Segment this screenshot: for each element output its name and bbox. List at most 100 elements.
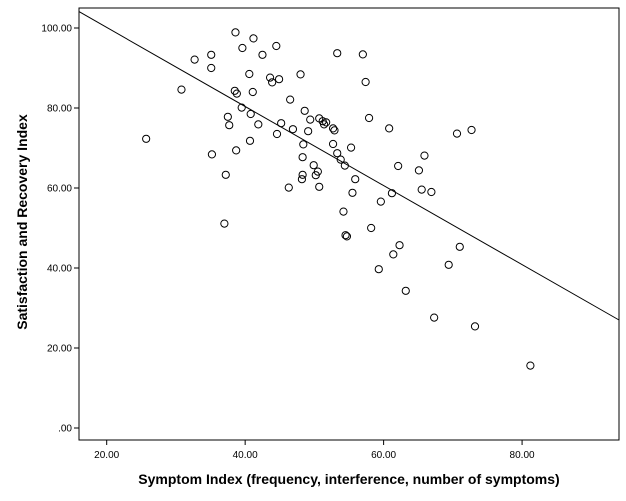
data-point — [207, 50, 216, 59]
data-point — [231, 28, 240, 37]
data-point — [328, 139, 338, 149]
y-axis-title: Satisfaction and Recovery Index — [14, 114, 30, 330]
data-point — [322, 118, 331, 127]
data-point — [361, 77, 370, 87]
data-point — [330, 126, 339, 135]
data-point — [220, 219, 229, 228]
y-tick-label: 40.00 — [47, 264, 72, 275]
data-point — [387, 189, 397, 198]
data-point — [385, 124, 394, 133]
data-point — [374, 265, 383, 274]
data-point — [401, 286, 410, 295]
data-point — [309, 161, 318, 170]
data-point — [526, 361, 535, 370]
x-axis-title: Symptom Index (frequency, interference, … — [138, 471, 559, 487]
data-point — [299, 140, 308, 149]
data-point — [395, 241, 404, 250]
data-point — [304, 127, 313, 136]
data-point — [230, 86, 239, 95]
data-point — [367, 223, 376, 233]
data-point — [341, 231, 350, 240]
data-point — [342, 232, 352, 241]
data-point — [333, 149, 342, 158]
data-point — [190, 55, 199, 64]
data-point — [223, 112, 232, 121]
data-point — [313, 167, 322, 176]
data-point — [340, 161, 349, 170]
data-point — [417, 185, 426, 194]
data-points — [142, 28, 535, 370]
data-point — [272, 41, 281, 51]
data-point — [272, 129, 282, 139]
data-point — [142, 134, 151, 143]
data-point — [306, 115, 315, 124]
fit-line-group — [78, 11, 620, 321]
data-point — [265, 73, 275, 82]
data-point — [248, 87, 257, 97]
y-tick-label: 100.00 — [41, 24, 72, 35]
data-point — [245, 69, 254, 79]
data-point — [389, 250, 398, 259]
data-point — [268, 78, 277, 87]
data-point — [339, 207, 348, 216]
data-point — [297, 175, 307, 184]
data-point — [452, 129, 462, 138]
data-point — [300, 106, 309, 115]
data-point — [315, 182, 324, 191]
data-point — [444, 260, 453, 269]
data-point — [221, 170, 230, 179]
data-point — [470, 322, 480, 331]
data-point — [245, 136, 255, 145]
data-point — [455, 242, 464, 251]
data-point — [237, 103, 246, 112]
data-point — [296, 70, 305, 79]
data-point — [319, 120, 329, 129]
data-point — [207, 150, 217, 159]
data-point — [336, 155, 345, 164]
data-point — [298, 153, 307, 162]
x-tick-label: 60.00 — [371, 450, 396, 461]
data-point — [348, 188, 357, 197]
x-axis-ticks: 20.00 40.00 60.00 80.00 — [94, 440, 535, 461]
data-point — [274, 75, 284, 84]
fit-line — [78, 11, 620, 321]
data-point — [467, 125, 476, 135]
data-point — [284, 183, 293, 192]
y-tick-label: 60.00 — [47, 184, 72, 195]
data-point — [232, 89, 241, 98]
data-point — [414, 166, 424, 175]
data-point — [358, 50, 367, 59]
data-point — [232, 146, 241, 155]
data-point — [333, 49, 342, 58]
data-point — [246, 109, 255, 119]
data-point — [427, 187, 436, 197]
data-point — [207, 63, 216, 73]
data-point — [177, 85, 186, 94]
data-point — [376, 197, 385, 206]
data-point — [328, 124, 338, 133]
y-tick-label: 20.00 — [47, 344, 72, 355]
data-point — [394, 161, 403, 171]
data-point — [346, 143, 356, 152]
data-point — [351, 175, 360, 184]
data-point — [364, 113, 374, 123]
data-point — [420, 151, 429, 160]
data-point — [254, 120, 263, 129]
data-point — [288, 125, 298, 134]
data-point — [249, 34, 258, 43]
data-point — [238, 43, 247, 53]
x-tick-label: 40.00 — [233, 450, 258, 461]
x-tick-label: 80.00 — [510, 450, 535, 461]
data-point — [258, 50, 267, 59]
y-axis-ticks: .00 20.00 40.00 60.00 80.00 100.00 — [41, 24, 79, 435]
x-tick-label: 20.00 — [94, 450, 119, 461]
data-point — [277, 119, 286, 128]
plot-area — [78, 7, 620, 441]
y-tick-label: 80.00 — [47, 104, 72, 115]
data-point — [430, 313, 439, 322]
data-point — [286, 95, 295, 104]
data-point — [298, 170, 307, 179]
y-tick-label: .00 — [58, 424, 72, 435]
